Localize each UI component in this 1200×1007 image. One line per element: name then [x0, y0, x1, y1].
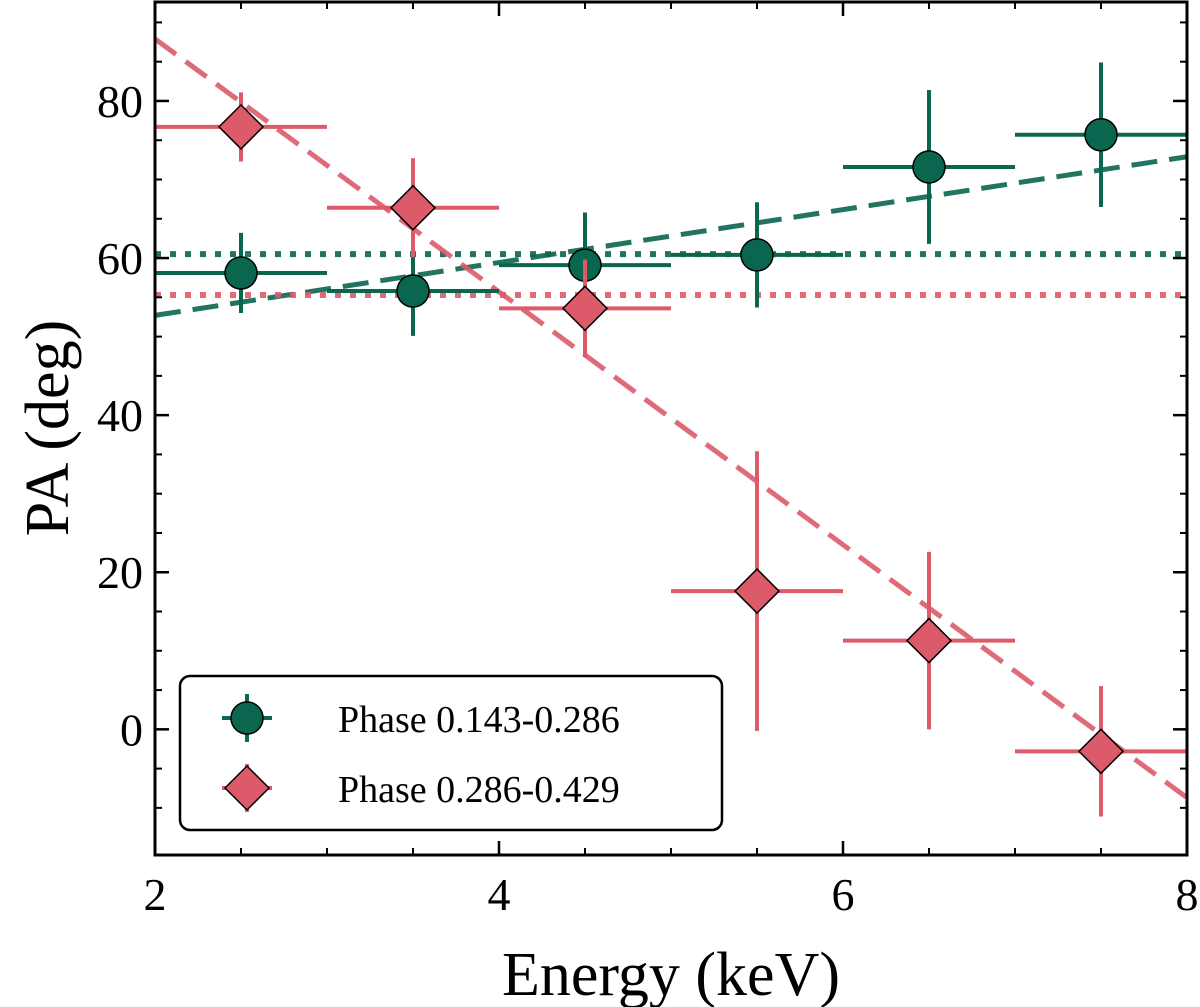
- data-point-series-1: [912, 150, 946, 184]
- x-tick-label: 4: [488, 869, 511, 920]
- data-point-series-2: [561, 285, 609, 332]
- x-axis-label: Energy (keV): [502, 941, 840, 1007]
- data-point-series-2: [1077, 728, 1125, 775]
- legend-marker-series-2: [223, 764, 271, 812]
- data-point-series-2: [217, 103, 265, 150]
- y-tick-label: 80: [97, 76, 143, 127]
- linear-fit-line-series-1: [154, 154, 1188, 318]
- x-tick-label: 2: [144, 869, 167, 920]
- y-tick-label: 40: [97, 390, 143, 441]
- y-tick-label: 0: [120, 704, 143, 755]
- y-axis-label: PA (deg): [14, 320, 82, 536]
- plot-marks: [153, 36, 1189, 817]
- legend-box: [178, 674, 724, 832]
- legend-label-series-2: Phase 0.286-0.429: [338, 769, 620, 811]
- legend-marker-series-1: [230, 701, 264, 735]
- y-tick-label: 60: [97, 233, 143, 284]
- data-point-series-1: [740, 238, 774, 272]
- y-tick-label: 20: [97, 547, 143, 598]
- legend-label-series-1: Phase 0.143-0.286: [338, 699, 620, 741]
- legend: Phase 0.143-0.286 Phase 0.286-0.429: [178, 674, 724, 832]
- x-tick-label: 6: [832, 869, 855, 920]
- data-point-series-1: [1084, 117, 1118, 152]
- data-point-series-2: [733, 568, 781, 615]
- linear-fit-line-series-2: [153, 36, 1189, 800]
- data-point-series-2: [389, 184, 437, 231]
- data-point-series-2: [905, 617, 953, 664]
- data-point-series-1: [224, 256, 258, 290]
- x-tick-label: 8: [1176, 869, 1199, 920]
- data-point-series-1: [396, 274, 430, 308]
